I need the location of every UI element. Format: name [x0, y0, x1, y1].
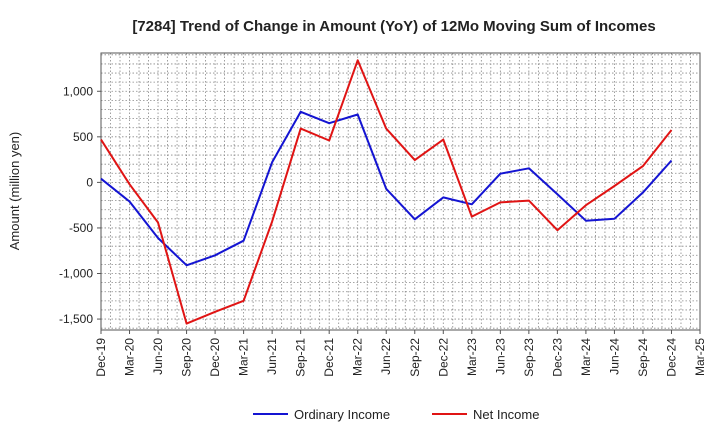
x-tick-label: Mar-25 [693, 338, 707, 376]
x-tick-label: Dec-22 [436, 338, 450, 377]
y-axis: 1,000 500 0 -500 -1,000 -1,500 [59, 84, 101, 326]
series-layer [100, 59, 673, 325]
x-tick-label: Dec-24 [664, 338, 678, 377]
x-tick-label: Dec-19 [94, 338, 108, 377]
x-tick-label: Sep-20 [180, 338, 194, 377]
chart-title: [7284] Trend of Change in Amount (YoY) o… [132, 18, 655, 35]
y-axis-label: Amount (million yen) [7, 132, 22, 251]
x-tick-label: Mar-23 [465, 338, 479, 376]
plot-frame [100, 52, 701, 331]
x-tick-label: Dec-20 [208, 338, 222, 377]
x-tick-label: Mar-20 [123, 338, 137, 376]
x-tick-label: Dec-21 [322, 338, 336, 377]
y-tick-label: -500 [69, 221, 93, 235]
y-tick-label: 500 [73, 130, 93, 144]
y-tick-label: -1,000 [59, 267, 93, 281]
series-line-net-income [100, 59, 673, 325]
x-tick-label: Sep-22 [408, 338, 422, 377]
x-tick-label: Jun-24 [607, 338, 621, 375]
x-tick-label: Sep-23 [522, 338, 536, 377]
x-tick-label: Jun-21 [265, 338, 279, 375]
x-tick-label: Jun-23 [493, 338, 507, 375]
x-tick-label: Dec-23 [550, 338, 564, 377]
grid [101, 53, 700, 330]
x-tick-label: Sep-24 [636, 338, 650, 377]
legend: Ordinary Income Net Income [253, 407, 539, 422]
x-tick-label: Jun-22 [379, 338, 393, 375]
y-tick-label: -1,500 [59, 312, 93, 326]
x-tick-label: Sep-21 [294, 338, 308, 377]
legend-label: Ordinary Income [294, 407, 390, 422]
x-axis: Dec-19 Mar-20 Jun-20 Sep-20 Dec-20 Mar-21 Jun-… [94, 330, 707, 377]
y-tick-label: 1,000 [63, 84, 93, 98]
x-tick-label: Mar-24 [579, 338, 593, 376]
x-tick-label: Jun-20 [151, 338, 165, 375]
series-line-ordinary-income [100, 110, 673, 267]
y-tick-label: 0 [86, 175, 93, 189]
x-tick-label: Mar-21 [237, 338, 251, 376]
x-tick-label: Mar-22 [351, 338, 365, 376]
legend-label: Net Income [473, 407, 539, 422]
